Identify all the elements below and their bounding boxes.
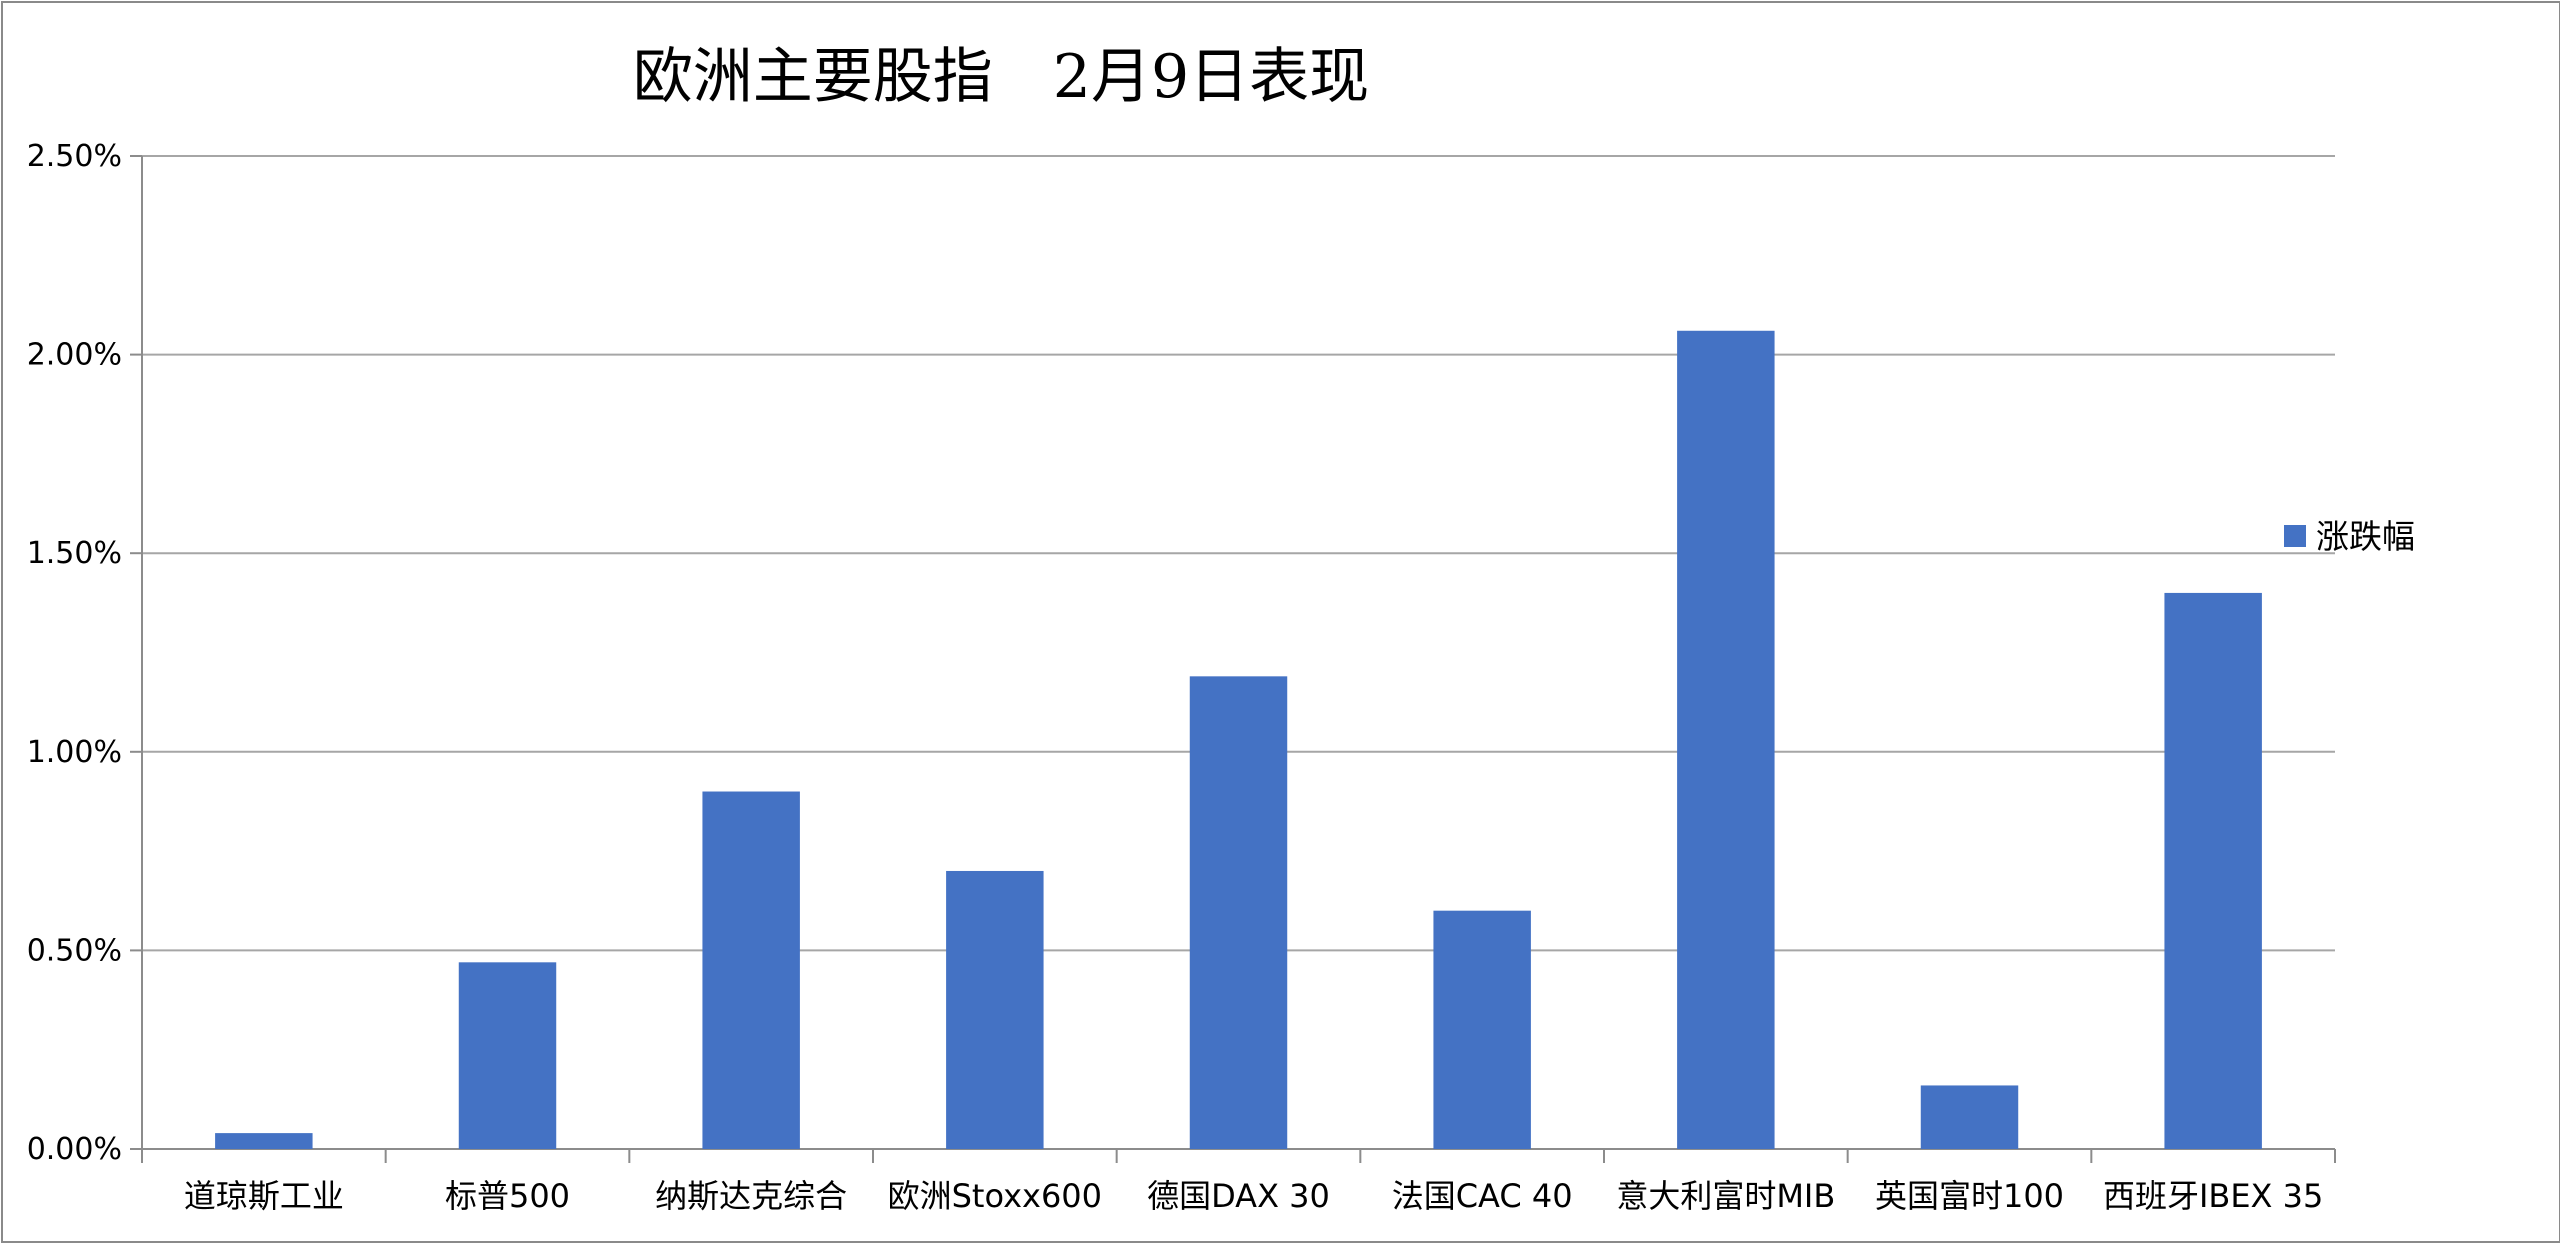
bar-chart: 欧洲主要股指 2月9日表现 0.00% 0.50% 1.00% 1.50% 2.00% 2… — [27, 42, 2415, 1215]
legend-label: 涨跌幅 — [2316, 517, 2415, 556]
x-tick-label: 道琼斯工业 — [184, 1177, 344, 1215]
y-tick-label: 1.00% — [27, 735, 122, 770]
x-tick-label: 英国富时100 — [1875, 1177, 2064, 1215]
x-tick-label: 纳斯达克综合 — [655, 1177, 847, 1215]
x-axis-tick-labels: 道琼斯工业 标普500 纳斯达克综合 欧洲Stoxx600 德国DAX 30 法国CAC … — [184, 1177, 2324, 1215]
bar — [458, 962, 557, 1149]
bar — [946, 870, 1044, 1149]
bar — [2164, 592, 2262, 1149]
x-tick-label: 标普500 — [445, 1177, 570, 1215]
x-tick-label: 德国DAX 30 — [1147, 1177, 1330, 1215]
y-axis-tick-labels: 0.00% 0.50% 1.00% 1.50% 2.00% 2.50% — [27, 139, 122, 1167]
chart-title: 欧洲主要股指 2月9日表现 — [633, 42, 1369, 112]
y-tick-label: 2.00% — [27, 338, 122, 373]
bar — [702, 791, 800, 1149]
y-tick-label: 1.50% — [27, 536, 122, 571]
x-tick-label: 法国CAC 40 — [1392, 1177, 1573, 1215]
y-tick-label: 0.00% — [27, 1132, 122, 1167]
bars — [215, 330, 2262, 1149]
x-tick-label: 西班牙IBEX 35 — [2103, 1177, 2323, 1215]
legend-swatch — [2284, 525, 2306, 547]
x-tick-label: 欧洲Stoxx600 — [888, 1177, 1102, 1215]
bar — [1433, 910, 1531, 1149]
y-tick-label: 0.50% — [27, 933, 122, 968]
bar — [1920, 1085, 2019, 1149]
y-tick-label: 2.50% — [27, 139, 122, 174]
gridlines — [130, 155, 2335, 1150]
bar — [1189, 676, 1288, 1149]
legend: 涨跌幅 — [2284, 517, 2415, 556]
x-tick-label: 意大利富时MIB — [1616, 1177, 1835, 1215]
bar — [215, 1133, 313, 1149]
bar — [1677, 330, 1775, 1149]
